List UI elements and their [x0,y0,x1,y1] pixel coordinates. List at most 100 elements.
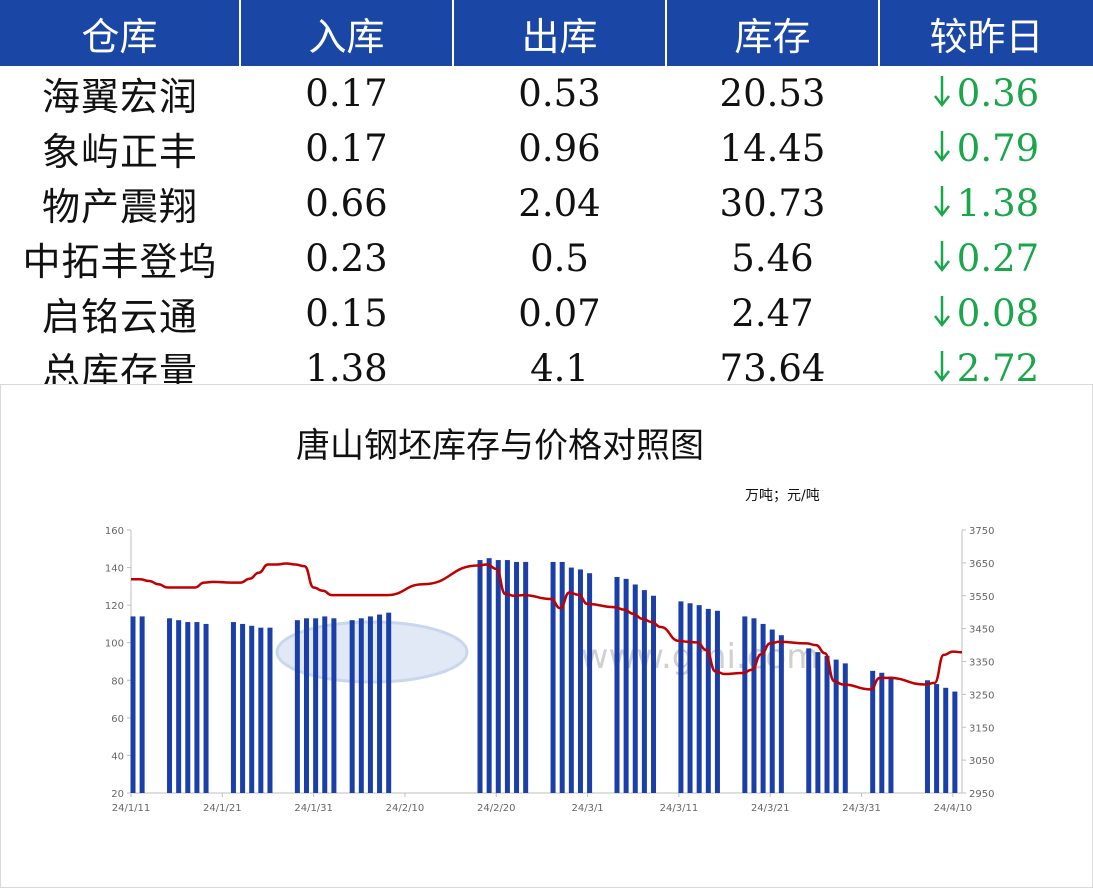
down-arrow-icon [933,186,950,218]
stock-bar [249,625,255,793]
inbound-cell: 0.23 [240,231,453,286]
stock-bar [623,578,629,793]
change-value: 2.72 [956,347,1040,390]
stock-bar [742,616,748,793]
stock-bar [313,618,319,793]
header-change: 较昨日 [878,0,1093,66]
stock-bar [842,663,848,793]
stock-bar [577,569,583,793]
stock-bar [714,610,720,793]
stock-bar [934,684,940,793]
stock-bar [230,622,236,793]
x-tick-label: 24/2/10 [386,803,425,814]
stock-bar [367,616,373,793]
stock-cell: 5.46 [666,231,879,286]
x-tick-label: 24/1/21 [203,803,242,814]
stock-bar [258,627,264,793]
stock-bar [815,652,821,793]
outbound-cell: 2.04 [453,176,666,231]
header-outbound: 出库 [452,0,666,66]
table-row: 中拓丰登坞 0.23 0.5 5.46 0.27 [0,231,1093,286]
unit-label: 万吨；元/吨 [745,488,820,504]
stock-bar [240,623,246,793]
outbound-cell: 0.07 [453,286,666,341]
stock-bar [203,623,209,793]
stock-bar [139,616,145,793]
table-row: 物产震翔 0.66 2.04 30.73 1.38 [0,176,1093,231]
y-right-tick-label: 3350 [969,658,994,669]
y-right-tick-label: 3450 [969,625,994,636]
stock-bar [185,622,191,793]
outbound-cell: 0.96 [453,121,666,176]
stock-bar [304,618,310,793]
stock-bar [349,620,355,793]
stock-bar [705,608,711,793]
stock-bar [504,560,510,793]
stock-bar [632,584,638,793]
warehouse-name-cell: 象屿正丰 [0,121,240,176]
y-right-tick-label: 3650 [969,559,994,570]
x-tick-label: 24/1/31 [294,803,333,814]
outbound-cell: 0.53 [453,66,666,121]
x-tick-label: 24/3/1 [571,803,603,814]
table-row: 启铭云通 0.15 0.07 2.47 0.08 [0,286,1093,341]
y-right-tick-label: 3050 [969,756,994,767]
y-right-tick-label: 3550 [969,592,994,603]
down-arrow-icon [933,131,950,163]
stock-bar [587,573,593,793]
y-left-tick-label: 160 [105,526,124,537]
stock-bar [386,612,392,793]
stock-bar [641,590,647,793]
change-cell: 0.79 [879,121,1093,176]
stock-bar [888,676,894,793]
stock-bar [194,622,200,793]
inbound-cell: 0.17 [240,121,453,176]
warehouse-name-cell: 启铭云通 [0,286,240,341]
y-left-tick-label: 60 [111,714,124,725]
stock-bar [267,627,273,793]
stock-bar [870,670,876,793]
stock-bar [322,616,328,793]
change-cell: 1.38 [879,176,1093,231]
stock-bar [294,620,300,793]
y-right-tick-label: 3150 [969,723,994,734]
stock-bar [833,659,839,793]
header-warehouse: 仓库 [0,0,240,66]
stock-bar [568,567,574,793]
stock-bar [495,560,501,793]
chart-panel [0,384,1093,888]
stock-cell: 30.73 [666,176,879,231]
stock-bar [523,561,529,793]
down-arrow-icon [933,241,950,273]
x-tick-label: 24/3/21 [751,803,790,814]
y-left-tick-label: 140 [105,564,124,575]
y-left-tick-label: 20 [111,789,124,800]
stock-cell: 2.47 [666,286,879,341]
down-arrow-icon [933,351,950,383]
stock-bar [559,561,565,793]
stock-bar [943,687,949,793]
inbound-cell: 0.17 [240,66,453,121]
table-row: 象屿正丰 0.17 0.96 14.45 0.79 [0,121,1093,176]
stock-bar [678,601,684,793]
change-cell: 0.08 [879,286,1093,341]
inventory-table: 仓库 入库 出库 库存 较昨日 海翼宏润 0.17 0.53 20.53 0.36 象屿正… [0,0,1093,396]
stock-bar [358,618,364,793]
inbound-cell: 0.15 [240,286,453,341]
y-left-tick-label: 100 [105,639,124,650]
header-stock: 库存 [665,0,879,66]
down-arrow-icon [933,76,950,108]
stock-bar [751,618,757,793]
change-cell: 0.27 [879,231,1093,286]
x-tick-label: 24/1/11 [112,803,151,814]
warehouse-name-cell: 中拓丰登坞 [0,231,240,286]
stock-bar [651,595,657,793]
stock-bar [614,576,620,793]
stock-bar [130,616,136,793]
stock-bar [778,635,784,793]
stock-cell: 14.45 [666,121,879,176]
stock-bar [952,691,958,793]
stock-bar [514,561,520,793]
change-value: 0.79 [956,127,1040,170]
